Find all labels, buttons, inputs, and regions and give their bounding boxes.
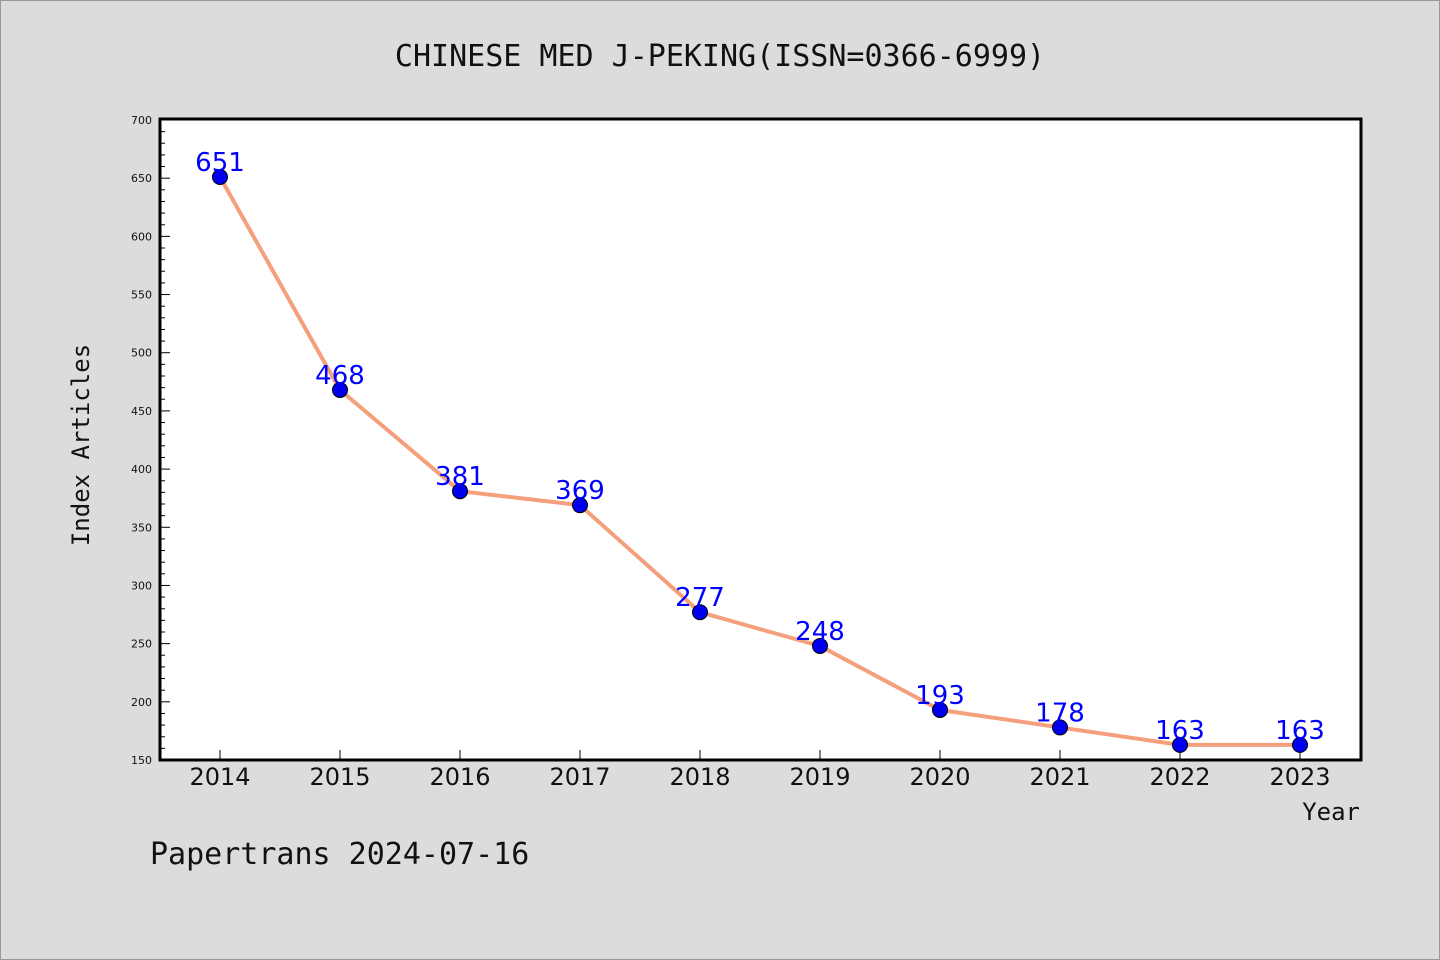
data-point bbox=[1052, 719, 1068, 736]
data-point bbox=[1292, 736, 1308, 753]
x-tick-label: 2014 bbox=[189, 763, 250, 791]
data-point bbox=[692, 604, 708, 621]
y-axis: 150 200 250 300 350 400 450 500 550 600 650 700 bbox=[131, 114, 170, 767]
y-tick-label: 150 bbox=[131, 754, 152, 767]
data-point bbox=[572, 497, 588, 514]
y-tick-label: 250 bbox=[131, 638, 152, 651]
y-axis-title: Index Articles bbox=[67, 344, 95, 546]
y-tick-label: 350 bbox=[131, 521, 152, 534]
x-tick-label: 2023 bbox=[1269, 763, 1330, 791]
y-tick-label: 200 bbox=[131, 696, 152, 709]
data-label: 468 bbox=[315, 361, 365, 391]
footer-credit: Papertrans 2024-07-16 bbox=[150, 837, 529, 872]
y-tick-label: 650 bbox=[131, 172, 152, 185]
x-tick-label: 2019 bbox=[789, 763, 850, 791]
x-tick-label: 2016 bbox=[429, 763, 490, 791]
data-point bbox=[812, 637, 828, 654]
x-tick-label: 2022 bbox=[1149, 763, 1210, 791]
data-label: 163 bbox=[1275, 716, 1325, 746]
y-tick-label: 500 bbox=[131, 347, 152, 360]
y-tick-label: 550 bbox=[131, 289, 152, 302]
y-tick-label: 450 bbox=[131, 405, 152, 418]
x-tick-label: 2015 bbox=[309, 763, 370, 791]
x-tick-label: 2021 bbox=[1029, 763, 1090, 791]
data-label: 248 bbox=[795, 617, 845, 647]
y-tick-label: 600 bbox=[131, 230, 152, 243]
data-point bbox=[932, 701, 948, 718]
data-label: 178 bbox=[1035, 698, 1085, 728]
x-axis: 2014 2015 2016 2017 2018 2019 2020 2021 2022 2023 bbox=[189, 750, 1331, 791]
x-tick-label: 2017 bbox=[549, 763, 610, 791]
data-point bbox=[1172, 736, 1188, 753]
x-axis-title: Year bbox=[1302, 798, 1360, 826]
data-label: 381 bbox=[435, 462, 485, 492]
chart-title: CHINESE MED J-PEKING(ISSN=0366-6999) bbox=[395, 39, 1045, 74]
y-tick-label: 400 bbox=[131, 463, 152, 476]
data-label: 651 bbox=[195, 148, 245, 178]
series-line bbox=[218, 176, 1300, 747]
data-label: 369 bbox=[555, 476, 605, 506]
data-label: 193 bbox=[915, 681, 965, 711]
series-line-group: 651 468 381 369 277 248 193 178 163 163 bbox=[195, 148, 1325, 753]
data-label: 163 bbox=[1155, 716, 1205, 746]
plot-area bbox=[158, 117, 1363, 762]
data-point bbox=[212, 169, 228, 186]
y-tick-label: 300 bbox=[131, 579, 152, 592]
x-tick-label: 2020 bbox=[909, 763, 970, 791]
x-tick-label: 2018 bbox=[669, 763, 730, 791]
data-label: 277 bbox=[675, 583, 725, 613]
data-point bbox=[332, 381, 348, 398]
y-tick-label: 700 bbox=[131, 114, 152, 127]
data-point bbox=[452, 483, 468, 500]
